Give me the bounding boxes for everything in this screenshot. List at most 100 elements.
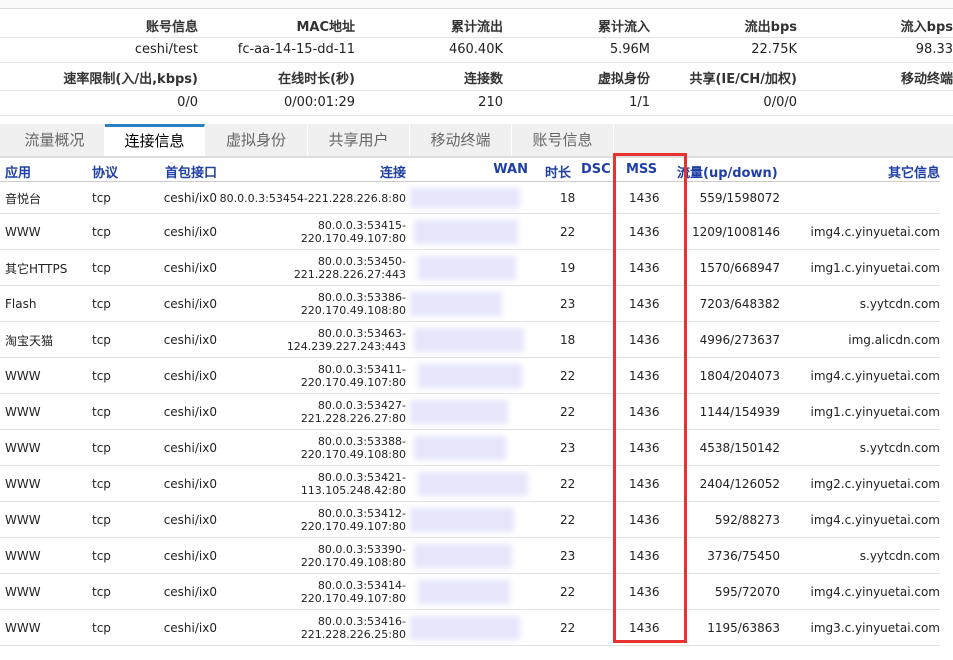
interface: ceshi/ix0 [163, 585, 217, 599]
duration: 22 [560, 621, 576, 635]
protocol: tcp [92, 333, 111, 347]
info-label: MAC地址 [296, 20, 355, 35]
connection: 80.0.0.3:53415-220.170.49.107:80 [300, 219, 406, 245]
info-label: 连接数 [463, 72, 503, 87]
info-label: 共享(IE/CH/加权) [689, 72, 797, 87]
row-divider [0, 465, 940, 466]
info-label: 流入bps [900, 20, 953, 35]
wan-blur [418, 256, 516, 280]
flow: 1570/668947 [699, 261, 780, 275]
connection: 80.0.0.3:53411-220.170.49.107:80 [300, 363, 406, 389]
tab[interactable]: 流量概况 [5, 124, 105, 156]
column-header: WAN [493, 162, 528, 177]
mss: 1436 [629, 513, 660, 527]
protocol: tcp [92, 585, 111, 599]
info-value: 98.33 [915, 42, 953, 57]
wan-blur [418, 580, 510, 604]
duration: 19 [560, 261, 576, 275]
app: WWW [5, 225, 41, 239]
column-header: 其它信息 [887, 166, 940, 181]
tab[interactable]: 移动终端 [410, 124, 512, 156]
connection: 80.0.0.3:53421-113.105.248.42:80 [300, 471, 406, 497]
other-info: img2.c.yinyuetai.com [810, 477, 940, 491]
info-value: 0/0 [177, 95, 198, 110]
tab[interactable]: 共享用户 [308, 124, 410, 156]
mss: 1436 [629, 621, 660, 635]
connection: 80.0.0.3:53412-220.170.49.107:80 [300, 507, 406, 533]
interface: ceshi/ix0 [163, 477, 217, 491]
app: WWW [5, 621, 41, 635]
info-label: 累计流出 [450, 20, 503, 35]
other-info: img4.c.yinyuetai.com [810, 585, 940, 599]
info-label: 虚拟身份 [597, 72, 650, 87]
duration: 18 [560, 191, 576, 205]
highlight-box [613, 153, 687, 643]
row-divider [0, 645, 940, 646]
column-header: 时长 [545, 166, 572, 181]
wan-blur [410, 400, 508, 424]
protocol: tcp [92, 477, 111, 491]
info-label: 累计流入 [597, 20, 650, 35]
app: WWW [5, 369, 41, 383]
column-header: 流量(up/down) [677, 166, 778, 181]
interface: ceshi/ix0 [163, 261, 217, 275]
other-info: img4.c.yinyuetai.com [810, 369, 940, 383]
row-divider [0, 501, 940, 502]
info-divider [0, 62, 953, 63]
connection: 80.0.0.3:53390-220.170.49.108:80 [300, 543, 406, 569]
interface: ceshi/ix0 [163, 297, 217, 311]
info-value: fc-aa-14-15-dd-11 [237, 42, 355, 57]
other-info: img4.c.yinyuetai.com [810, 225, 940, 239]
info-value: 210 [478, 95, 503, 110]
mss: 1436 [629, 191, 660, 205]
app: 淘宝天猫 [5, 333, 54, 348]
other-info: s.yytcdn.com [859, 549, 940, 563]
duration: 22 [560, 225, 576, 239]
wan-blur [410, 292, 502, 316]
tab[interactable]: 虚拟身份 [205, 124, 308, 156]
info-label: 速率限制(入/出,kbps) [63, 72, 198, 87]
other-info: s.yytcdn.com [859, 441, 940, 455]
mss: 1436 [629, 333, 660, 347]
connection: 80.0.0.3:53463-124.239.227.243:443 [286, 327, 406, 353]
connection: 80.0.0.3:53427-221.228.226.27:80 [300, 399, 406, 425]
protocol: tcp [92, 261, 111, 275]
other-info: img.alicdn.com [848, 333, 940, 347]
protocol: tcp [92, 405, 111, 419]
row-divider [0, 609, 940, 610]
app: WWW [5, 405, 41, 419]
info-value: 0/00:01:29 [283, 95, 355, 110]
header-divider [0, 181, 940, 182]
info-value: 5.96M [609, 42, 650, 57]
column-header: 应用 [5, 166, 32, 181]
row-divider [0, 393, 940, 394]
tab[interactable]: 账号信息 [512, 124, 614, 156]
interface: ceshi/ix0 [163, 405, 217, 419]
other-info: img1.c.yinyuetai.com [810, 261, 940, 275]
connection: 80.0.0.3:53416-221.228.226.25:80 [300, 615, 406, 641]
column-header: 首包接口 [164, 166, 217, 181]
mss: 1436 [629, 297, 660, 311]
info-value: 1/1 [629, 95, 650, 110]
protocol: tcp [92, 191, 111, 205]
app: WWW [5, 513, 41, 527]
mss: 1436 [629, 225, 660, 239]
mss: 1436 [629, 477, 660, 491]
tab[interactable]: 连接信息 [105, 124, 205, 156]
column-header: 连接 [379, 166, 406, 181]
protocol: tcp [92, 225, 111, 239]
connection: 80.0.0.3:53388-220.170.49.108:80 [300, 435, 406, 461]
mss: 1436 [629, 261, 660, 275]
protocol: tcp [92, 513, 111, 527]
interface: ceshi/ix0 [163, 333, 217, 347]
protocol: tcp [92, 369, 111, 383]
connection: 80.0.0.3:53454-221.228.226.8:80 [219, 191, 406, 205]
row-divider [0, 213, 940, 214]
info-value: 22.75K [751, 42, 797, 57]
column-header: MSS [626, 162, 658, 177]
duration: 18 [560, 333, 576, 347]
app: Flash [5, 297, 37, 311]
flow: 592/88273 [714, 513, 780, 527]
wan-blur [414, 436, 506, 460]
